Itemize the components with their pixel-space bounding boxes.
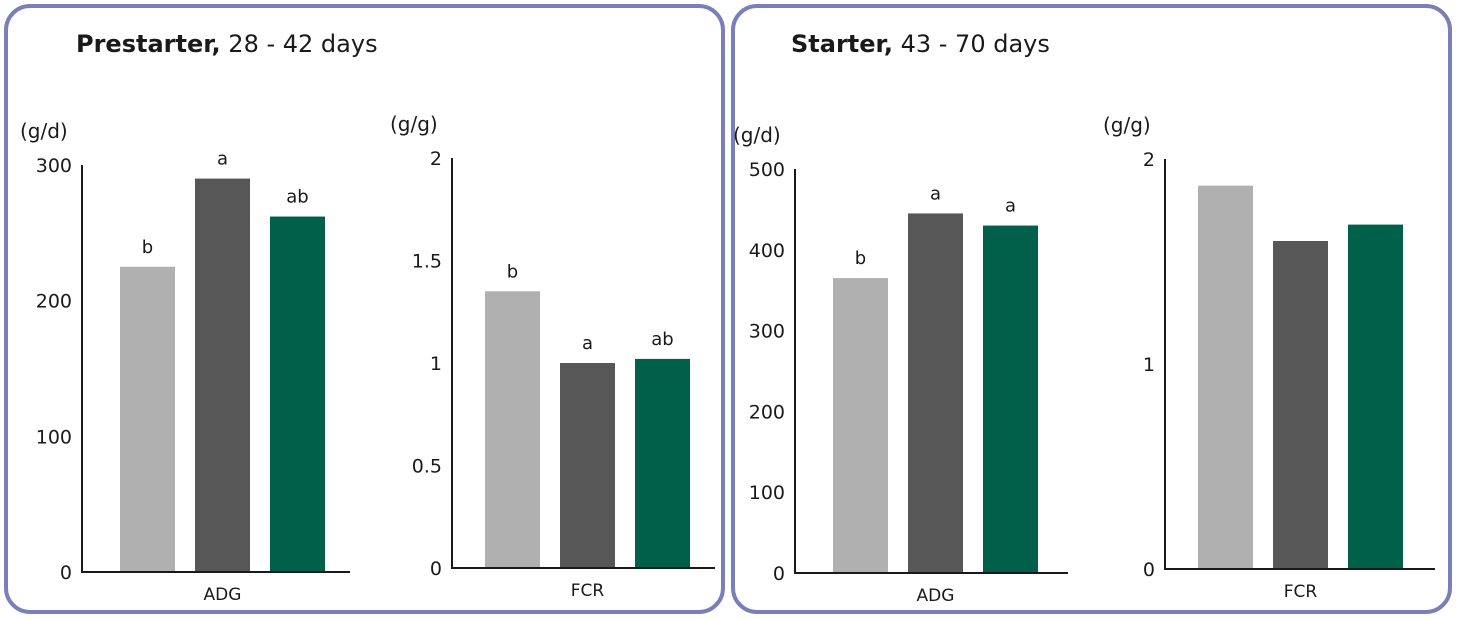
y-tick-label: 300: [36, 155, 72, 177]
x-axis-label: ADG: [917, 586, 955, 606]
y-tick-label: 0: [60, 562, 72, 584]
bar-data-label: a: [217, 149, 228, 170]
bar: [485, 291, 540, 568]
y-tick-label: 200: [749, 401, 785, 423]
panel-title-rest: 28 - 42 days: [220, 30, 378, 58]
chart-prestarter-fcr: (g/g) b a ab 0 0.5 1 1.5 2 FCR: [390, 112, 715, 601]
panel-title: Starter, 43 - 70 days: [791, 30, 1050, 58]
y-tick-label: 1: [1143, 354, 1155, 376]
bar: [560, 363, 615, 568]
x-axis-label: FCR: [1284, 582, 1318, 602]
y-tick-label: 0: [430, 558, 442, 580]
y-tick-label: 1.5: [412, 251, 442, 273]
panel-title-rest: 43 - 70 days: [892, 30, 1050, 58]
y-tick-label: 100: [749, 482, 785, 504]
x-axis-label: FCR: [571, 581, 605, 601]
y-tick-label: 2: [1143, 149, 1155, 171]
y-tick-label: 0: [1143, 559, 1155, 581]
y-tick-label: 1: [430, 353, 442, 375]
bar: [1198, 185, 1253, 569]
bar-data-label: b: [855, 248, 866, 269]
panel-title: Prestarter, 28 - 42 days: [76, 30, 378, 58]
bar: [120, 266, 175, 572]
y-tick-label: 300: [749, 321, 785, 343]
bar: [635, 358, 690, 568]
bar: [908, 213, 963, 573]
bar: [983, 225, 1038, 573]
chart-starter-adg: (g/d) b a a 0 100 200 300 400 500 ADG: [733, 123, 1068, 606]
bar-data-label: a: [582, 333, 593, 354]
x-axis-label: ADG: [204, 585, 242, 605]
panel-title-bold: Prestarter,: [76, 30, 221, 58]
bar: [833, 278, 888, 573]
bar-data-label: a: [930, 183, 941, 204]
y-tick-label: 500: [749, 159, 785, 181]
y-tick-label: 0.5: [412, 456, 442, 478]
y-tick-label: 400: [749, 240, 785, 262]
y-tick-label: 0: [773, 563, 785, 585]
bar-data-label: ab: [286, 187, 308, 208]
chart-starter-fcr: (g/g) 0 1 2 FCR: [1103, 113, 1435, 602]
y-unit-label: (g/g): [1103, 113, 1151, 137]
y-tick-label: 2: [430, 148, 442, 170]
bar-data-label: b: [507, 261, 518, 282]
y-unit-label: (g/d): [20, 119, 68, 143]
y-unit-label: (g/d): [733, 123, 781, 147]
y-tick-label: 200: [36, 291, 72, 313]
bar: [1348, 224, 1403, 569]
chart-prestarter-adg: (g/d) b a ab 0 100 200 300 ADG: [20, 119, 350, 605]
bar-data-label: b: [142, 237, 153, 258]
bar: [270, 216, 325, 572]
y-tick-label: 100: [36, 426, 72, 448]
bar: [1273, 241, 1328, 569]
y-unit-label: (g/g): [390, 112, 438, 136]
bar-data-label: a: [1005, 196, 1016, 217]
bar-data-label: ab: [651, 329, 673, 350]
panel-title-bold: Starter,: [791, 30, 893, 58]
bar: [195, 178, 250, 573]
